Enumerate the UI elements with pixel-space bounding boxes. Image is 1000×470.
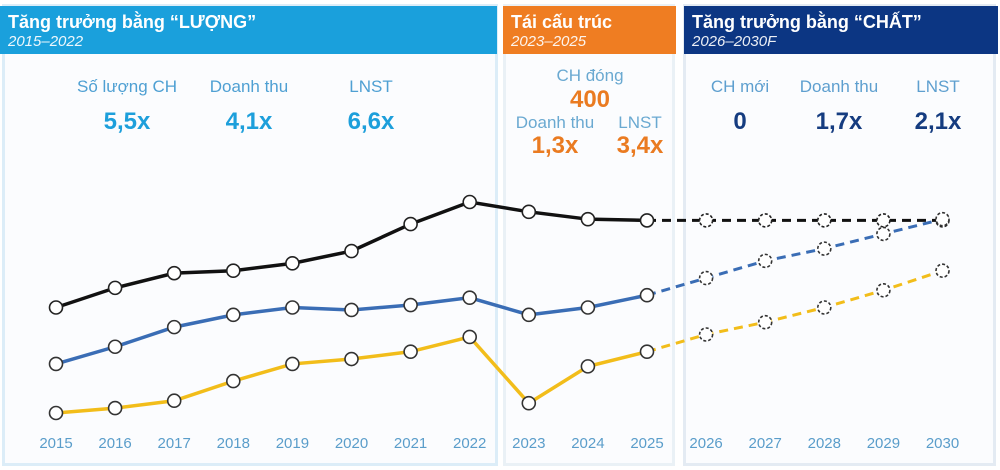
stat-label-revenue: Doanh thu (515, 113, 595, 132)
series-2-point-2017 (166, 393, 182, 409)
x-tick-label: 2027 (749, 435, 782, 452)
series-1-point-2022 (462, 290, 478, 305)
series-2-actual-line (55, 334, 648, 415)
series-1-point-2025 (639, 287, 655, 303)
stat-value-revenue: 1,3x (531, 132, 579, 159)
x-tick-label: 2016 (98, 435, 131, 452)
series-0-point-2018 (226, 263, 241, 278)
x-tick-label: 2029 (867, 435, 900, 452)
series-0-point-2026 (698, 213, 714, 228)
panel-quantity-growth (2, 4, 498, 466)
series-0-point-2022 (462, 194, 478, 210)
series-0-point-2024 (580, 211, 596, 227)
series-2-point-2025 (639, 344, 655, 359)
stat-value-revenue: 4,1x (225, 108, 273, 135)
banner-quality-growth: Tăng trưởng bằng “CHẤT” 2026–2030F (684, 6, 998, 54)
stat-value-store-count: 5,5x (103, 108, 151, 135)
stat-label-new-stores: CH mới (710, 77, 770, 96)
section-title: Tăng trưởng bằng “LƯỢNG” (8, 12, 257, 32)
stat-value-net-profit: 2,1x (914, 108, 962, 135)
x-tick-label: 2020 (335, 435, 368, 452)
series-2-point-2021 (403, 344, 418, 359)
series-2-point-2019 (285, 356, 300, 372)
series-2-point-2022 (462, 329, 478, 345)
series-1-point-2020 (344, 302, 359, 318)
series-1-point-2021 (403, 297, 418, 313)
series-0-point-2028 (816, 213, 832, 228)
series-2-point-2028 (816, 300, 832, 315)
series-1-point-2016 (107, 339, 123, 355)
series-2-point-2015 (48, 405, 64, 421)
section-period: 2015–2022 (8, 33, 84, 50)
series-2-point-2020 (344, 351, 359, 367)
series-0-point-2021 (403, 216, 418, 232)
x-tick-label: 2019 (276, 435, 309, 452)
series-2-forecast-line (646, 269, 943, 354)
section-title: Tăng trưởng bằng “CHẤT” (692, 12, 922, 32)
series-1-forecast-line (646, 217, 943, 297)
series-0-point-2020 (344, 243, 359, 259)
series-1-point-2027 (757, 253, 773, 269)
series-0-point-2017 (166, 265, 182, 281)
x-tick-label: 2026 (689, 435, 722, 452)
banner-restructuring: Tái cấu trúc 2023–2025 (503, 6, 676, 54)
x-tick-label: 2018 (217, 435, 250, 452)
series-1-point-2017 (166, 319, 182, 335)
series-2-point-2024 (580, 359, 596, 374)
panel-restructuring (503, 4, 675, 466)
stat-label-closed-stores: CH đóng (556, 66, 624, 85)
series-0-point-2015 (48, 300, 64, 315)
stat-value-revenue: 1,7x (815, 108, 863, 135)
x-tick-label: 2025 (630, 435, 663, 452)
stat-value-closed-stores: 400 (569, 86, 611, 113)
x-tick-label: 2015 (39, 435, 72, 452)
x-tick-label: 2023 (512, 435, 545, 452)
series-0-point-2025 (639, 213, 655, 228)
x-tick-label: 2017 (158, 435, 191, 452)
series-2-point-2027 (757, 314, 773, 330)
stat-label-net-profit: LNST (916, 77, 960, 96)
series-1-point-2023 (521, 307, 537, 323)
series-2-point-2029 (876, 283, 891, 298)
banner-quantity-growth: Tăng trưởng bằng “LƯỢNG” 2015–2022 (0, 6, 497, 54)
series-2-point-2018 (226, 373, 241, 389)
series-1-point-2018 (226, 307, 241, 323)
series-0-point-2023 (521, 204, 537, 220)
x-tick-label: 2022 (453, 435, 486, 452)
series-1-point-2024 (580, 300, 596, 315)
stat-value-net-profit: 3,4x (616, 132, 664, 159)
series-2-point-2023 (521, 395, 537, 411)
series-2-point-2016 (107, 400, 123, 416)
series-1-point-2019 (285, 300, 300, 315)
series-1-point-2030 (935, 211, 950, 227)
series-0-point-2019 (285, 256, 300, 271)
series-2-point-2026 (698, 327, 714, 342)
series-1-point-2028 (816, 241, 832, 256)
stat-value-new-stores: 0 (733, 108, 747, 135)
section-title: Tái cấu trúc (511, 12, 613, 32)
stat-label-net-profit: LNST (618, 113, 662, 132)
x-tick-label: 2028 (808, 435, 841, 452)
stat-value-net-profit: 6,6x (347, 108, 395, 135)
series-1-point-2015 (48, 356, 64, 372)
series-0-point-2016 (107, 280, 123, 296)
series-2-point-2030 (935, 263, 950, 278)
series-1-point-2029 (876, 226, 891, 242)
panel-quality-growth (683, 4, 996, 466)
series-0-point-2029 (876, 213, 891, 228)
section-period: 2023–2025 (511, 33, 587, 50)
stat-label-net-profit: LNST (349, 77, 393, 96)
x-tick-label: 2021 (394, 435, 427, 452)
stat-label-revenue: Doanh thu (209, 77, 289, 96)
stat-label-revenue: Doanh thu (799, 77, 879, 96)
stat-label-store-count: Số lượng CH (76, 77, 177, 96)
x-tick-label: 2030 (926, 435, 959, 452)
x-tick-label: 2024 (571, 435, 604, 452)
series-1-point-2026 (698, 270, 714, 286)
series-0-point-2027 (757, 213, 773, 228)
section-period: 2026–2030F (692, 33, 777, 50)
